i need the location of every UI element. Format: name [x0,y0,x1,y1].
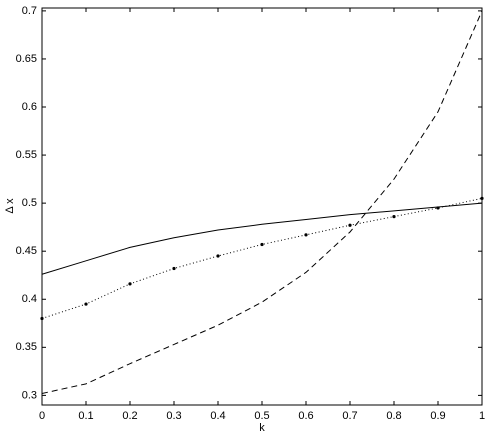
data-point [128,282,132,286]
y-axis-label: Δ x [4,198,16,214]
data-point [84,302,88,306]
data-point [348,223,352,227]
x-tick-label: 0.1 [78,410,93,422]
data-point [172,266,176,271]
y-tick-label: 0.4 [22,293,37,305]
y-tick-label: 0.6 [22,101,37,113]
y-tick-label: 0.65 [16,53,37,65]
y-tick-label: 0.35 [16,341,37,353]
x-tick-label: 0 [39,410,45,422]
x-tick-label: 0.5 [254,410,269,422]
x-tick-label: 0.8 [386,410,401,422]
y-tick-label: 0.5 [22,197,37,209]
x-axis-label: k [259,422,265,434]
x-tick-label: 0.4 [210,410,225,422]
data-point [304,233,308,237]
y-tick-label: 0.45 [16,245,37,257]
data-point [216,254,220,258]
x-tick-label: 0.7 [342,410,357,422]
data-point [40,316,44,321]
line-series [41,10,483,394]
x-tick-label: 0.3 [166,410,181,422]
line-series [41,202,483,275]
data-point [392,214,396,219]
data-point [436,206,440,210]
y-tick-label: 0.55 [16,149,37,161]
x-tick-label: 0.6 [298,410,313,422]
data-point [480,196,484,200]
x-tick-label: 0.9 [430,410,445,422]
line-series [41,197,483,319]
y-tick-label: 0.7 [22,5,37,17]
y-tick-label: 0.3 [22,389,37,401]
x-tick-label: 1 [479,410,485,422]
data-point [260,242,264,247]
plot-frame [41,7,483,406]
x-tick-label: 0.2 [122,410,137,422]
